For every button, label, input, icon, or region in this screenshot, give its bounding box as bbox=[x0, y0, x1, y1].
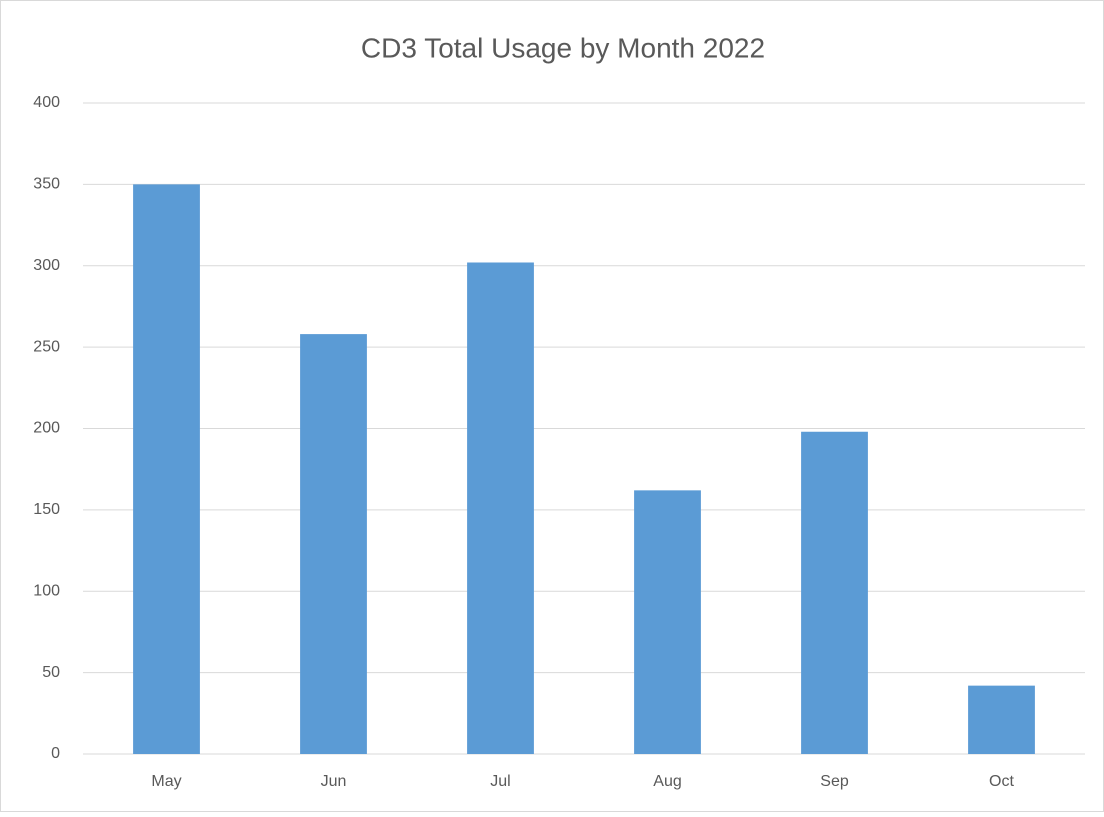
y-tick-label: 400 bbox=[33, 94, 60, 111]
x-tick-label: Oct bbox=[989, 773, 1014, 790]
x-tick-label: Aug bbox=[653, 773, 681, 790]
bar bbox=[133, 184, 200, 754]
x-tick-label: May bbox=[151, 773, 181, 790]
x-tick-label: Jul bbox=[490, 773, 510, 790]
y-tick-label: 250 bbox=[33, 338, 60, 355]
chart-title: CD3 Total Usage by Month 2022 bbox=[361, 32, 765, 63]
bar bbox=[300, 334, 367, 754]
x-tick-label: Sep bbox=[820, 773, 849, 790]
bar bbox=[634, 490, 701, 754]
bar bbox=[467, 262, 534, 754]
bar bbox=[801, 431, 868, 754]
bar bbox=[968, 685, 1035, 754]
x-tick-label: Jun bbox=[321, 773, 347, 790]
y-tick-label: 50 bbox=[42, 664, 60, 681]
y-tick-label: 150 bbox=[33, 501, 60, 518]
y-tick-label: 0 bbox=[51, 745, 60, 762]
y-tick-label: 100 bbox=[33, 582, 60, 599]
y-tick-label: 200 bbox=[33, 420, 60, 437]
y-tick-label: 300 bbox=[33, 257, 60, 274]
y-tick-label: 350 bbox=[33, 176, 60, 193]
